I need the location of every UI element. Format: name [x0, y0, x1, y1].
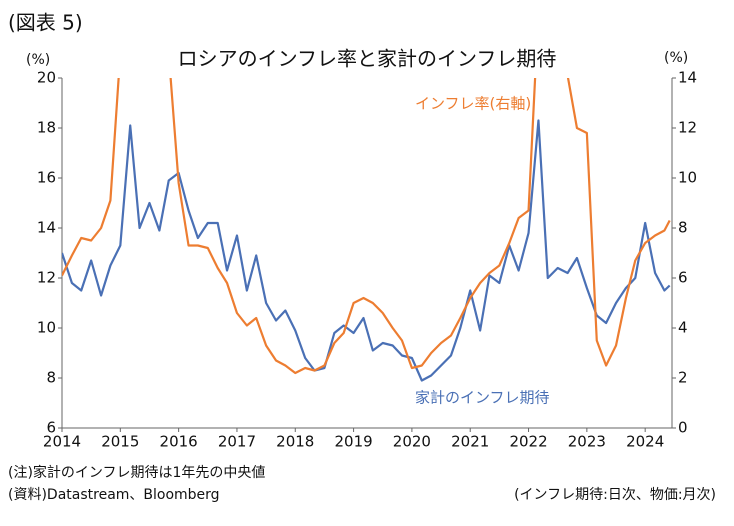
x-tick-label: 2021: [451, 433, 489, 451]
y2-tick-label: 0: [678, 419, 688, 437]
source: (資料)Datastream、Bloomberg: [8, 487, 220, 503]
y-tick-label: 6: [46, 419, 56, 437]
series-line: [62, 78, 671, 375]
y-tick-label: 12: [37, 269, 56, 287]
y2-tick-label: 4: [678, 319, 688, 337]
y-unit: (%): [26, 52, 50, 68]
y2-tick-label: 12: [678, 119, 697, 137]
y2-tick-label: 2: [678, 369, 688, 387]
x-tick-label: 2015: [101, 433, 139, 451]
x-tick-label: 2020: [393, 433, 431, 451]
y-tick-label: 14: [37, 219, 56, 237]
y2-tick-label: 8: [678, 219, 688, 237]
x-tick-label: 2014: [43, 433, 81, 451]
x-tick-label: 2016: [160, 433, 198, 451]
x-tick-label: 2023: [568, 433, 606, 451]
y2-unit: (%): [664, 50, 688, 66]
y2-tick-label: 10: [678, 169, 697, 187]
x-tick-label: 2022: [509, 433, 547, 451]
y-tick-label: 18: [37, 119, 56, 137]
y-tick-label: 8: [46, 369, 56, 387]
y2-tick-label: 6: [678, 269, 688, 287]
y2-tick-label: 14: [678, 69, 697, 87]
y-tick-label: 10: [37, 319, 56, 337]
figure-label: (図表 5): [8, 11, 83, 35]
legend-label: 家計のインフレ期待: [415, 389, 550, 407]
x-tick-label: 2017: [218, 433, 256, 451]
x-tick-label: 2019: [334, 433, 372, 451]
frequency-note: (インフレ期待:日次、物価:月次): [514, 487, 716, 503]
x-tick-label: 2018: [276, 433, 314, 451]
series-line: [62, 119, 671, 382]
y-tick-label: 20: [37, 69, 56, 87]
legend-label: インフレ率(右軸): [415, 95, 531, 113]
y-tick-label: 16: [37, 169, 56, 187]
x-tick-label: 2024: [626, 433, 664, 451]
chart-title: ロシアのインフレ率と家計のインフレ期待: [178, 47, 557, 71]
note: (注)家計のインフレ期待は1年先の中央値: [8, 464, 265, 481]
